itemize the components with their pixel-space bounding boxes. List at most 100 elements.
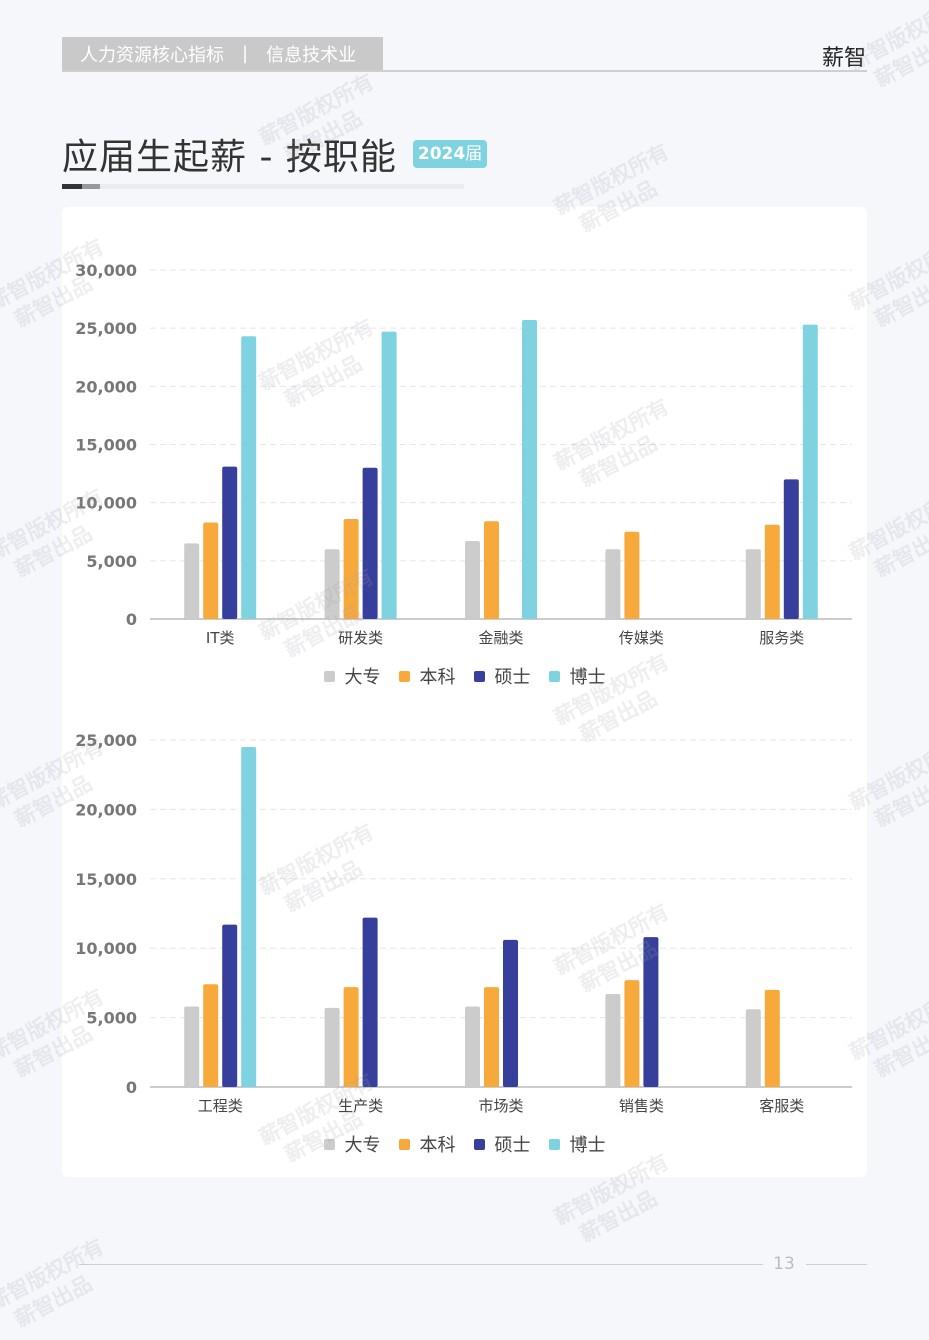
chart-top: 0 5,000 10,000 15,000 20,000 25,000 30,000 IT类 研… bbox=[75, 261, 852, 647]
bar-大专-客服类 bbox=[745, 1009, 761, 1087]
bar-大专-传媒类 bbox=[605, 549, 621, 619]
x-tick-label: 生产类 bbox=[338, 1097, 383, 1115]
header-separator: | bbox=[242, 43, 249, 64]
legend-swatch bbox=[323, 1138, 335, 1150]
bar-博士-IT类 bbox=[241, 336, 257, 619]
header-industry: 信息技术业 bbox=[266, 44, 357, 66]
y-tick-label: 5,000 bbox=[86, 552, 137, 571]
header-section: 人力资源核心指标 bbox=[80, 44, 224, 66]
x-tick-label: 销售类 bbox=[619, 1097, 664, 1115]
legend-top: 大专 本科 硕士 博士 bbox=[62, 663, 867, 689]
bar-本科-IT类 bbox=[203, 522, 219, 619]
bar-硕士-研发类 bbox=[362, 467, 378, 619]
bar-本科-传媒类 bbox=[624, 531, 640, 619]
header-rule bbox=[62, 70, 867, 72]
y-tick-label: 15,000 bbox=[75, 870, 137, 889]
legend-item[interactable]: 本科 bbox=[398, 663, 456, 689]
legend-item[interactable]: 大专 bbox=[323, 663, 381, 689]
y-tick-label: 10,000 bbox=[75, 494, 137, 513]
x-tick-label: 服务类 bbox=[759, 629, 804, 647]
chart-card: 0 5,000 10,000 15,000 20,000 25,000 30,000 IT类 研… bbox=[62, 207, 867, 1177]
header-band: 人力资源核心指标 | 信息技术业 bbox=[62, 37, 383, 70]
bar-大专-销售类 bbox=[605, 994, 621, 1087]
y-tick-label: 15,000 bbox=[75, 436, 137, 455]
y-tick-label: 25,000 bbox=[75, 319, 137, 338]
bar-大专-服务类 bbox=[745, 549, 761, 619]
bar-硕士-生产类 bbox=[362, 917, 378, 1087]
legend-swatch bbox=[548, 670, 560, 682]
legend-item[interactable]: 博士 bbox=[548, 663, 606, 689]
y-tick-label: 0 bbox=[126, 1078, 137, 1097]
legend-label: 本科 bbox=[419, 1135, 456, 1156]
legend-label: 硕士 bbox=[494, 667, 531, 688]
legend-label: 硕士 bbox=[494, 1135, 531, 1156]
title-underline-mid bbox=[82, 184, 100, 189]
legend-item[interactable]: 本科 bbox=[398, 1131, 456, 1157]
legend-item[interactable]: 硕士 bbox=[473, 1131, 531, 1157]
legend-label: 大专 bbox=[344, 1135, 381, 1156]
bar-本科-销售类 bbox=[624, 980, 640, 1087]
y-tick-label: 20,000 bbox=[75, 800, 137, 819]
bar-硕士-IT类 bbox=[222, 466, 238, 619]
x-tick-label: 客服类 bbox=[759, 1097, 804, 1115]
legend-swatch bbox=[473, 1138, 485, 1150]
title-underline bbox=[62, 184, 464, 189]
bar-本科-金融类 bbox=[484, 521, 499, 619]
bar-博士-服务类 bbox=[802, 324, 818, 619]
year-badge-suffix: 届 bbox=[465, 144, 483, 164]
bar-本科-研发类 bbox=[343, 518, 359, 619]
brand-logo: 薪智 bbox=[821, 46, 866, 71]
legend-swatch bbox=[548, 1138, 560, 1150]
bar-硕士-服务类 bbox=[783, 479, 799, 619]
bar-大专-市场类 bbox=[465, 1006, 480, 1087]
legend-label: 大专 bbox=[344, 667, 381, 688]
footer-rule-right bbox=[806, 1264, 867, 1265]
bar-大专-研发类 bbox=[324, 549, 340, 619]
legend-label: 博士 bbox=[569, 667, 606, 688]
bar-硕士-市场类 bbox=[503, 939, 518, 1087]
year-badge: 2024届 bbox=[412, 140, 488, 168]
x-tick-label: 金融类 bbox=[478, 629, 523, 647]
bar-硕士-工程类 bbox=[222, 924, 238, 1087]
legend-item[interactable]: 博士 bbox=[548, 1131, 606, 1157]
y-tick-label: 30,000 bbox=[75, 261, 137, 280]
bar-大专-生产类 bbox=[324, 1007, 340, 1087]
legend-item[interactable]: 大专 bbox=[323, 1131, 381, 1157]
bar-本科-生产类 bbox=[343, 987, 359, 1087]
footer-rule-left bbox=[79, 1264, 763, 1265]
x-tick-label: 传媒类 bbox=[619, 629, 664, 647]
legend-swatch bbox=[398, 670, 410, 682]
x-tick-label: 研发类 bbox=[338, 629, 383, 647]
y-tick-label: 25,000 bbox=[75, 731, 137, 750]
title-row: 应届生起薪 - 按职能 2024届 bbox=[62, 128, 488, 180]
x-tick-label: 工程类 bbox=[198, 1097, 243, 1115]
bar-博士-工程类 bbox=[241, 746, 257, 1087]
bar-本科-市场类 bbox=[484, 987, 499, 1087]
x-tick-label: IT类 bbox=[206, 629, 235, 647]
legend-label: 博士 bbox=[569, 1135, 606, 1156]
y-tick-label: 10,000 bbox=[75, 939, 137, 958]
watermark-stamp: 薪智版权所有 薪智出品 bbox=[0, 1234, 108, 1332]
title-underline-dark bbox=[62, 184, 82, 189]
legend-swatch bbox=[473, 670, 485, 682]
chart-bottom: 0 5,000 10,000 15,000 20,000 25,000 工程类 生产类 市场类 销… bbox=[75, 731, 852, 1115]
legend-item[interactable]: 硕士 bbox=[473, 663, 531, 689]
y-tick-label: 5,000 bbox=[86, 1009, 137, 1028]
legend-bottom: 大专 本科 硕士 博士 bbox=[62, 1131, 867, 1157]
bar-本科-服务类 bbox=[764, 524, 780, 619]
y-tick-label: 20,000 bbox=[75, 377, 137, 396]
bar-大专-金融类 bbox=[465, 541, 480, 619]
y-tick-label: 0 bbox=[126, 610, 137, 629]
page-title: 应届生起薪 - 按职能 bbox=[62, 137, 397, 178]
bar-本科-客服类 bbox=[764, 989, 780, 1087]
legend-swatch bbox=[398, 1138, 410, 1150]
legend-swatch bbox=[323, 670, 335, 682]
legend-label: 本科 bbox=[419, 667, 456, 688]
page-number: 13 bbox=[773, 1254, 795, 1274]
bar-硕士-销售类 bbox=[643, 937, 659, 1087]
bar-大专-工程类 bbox=[184, 1006, 200, 1087]
bar-博士-金融类 bbox=[522, 320, 537, 619]
x-tick-label: 市场类 bbox=[478, 1097, 523, 1115]
bar-博士-研发类 bbox=[381, 331, 397, 619]
bar-大专-IT类 bbox=[184, 543, 200, 619]
